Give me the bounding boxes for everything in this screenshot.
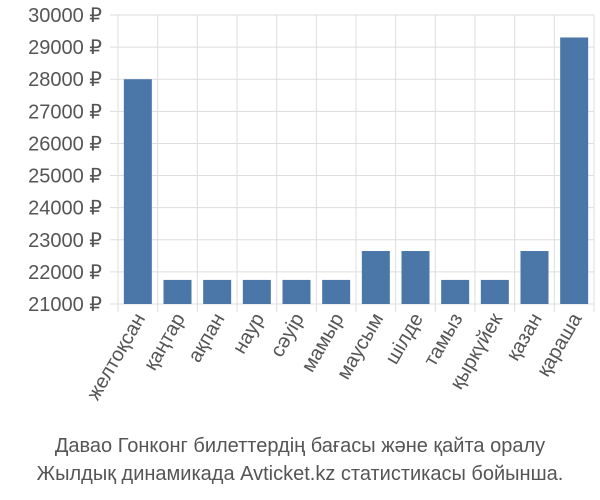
y-tick-label: 22000 ₽ [28,262,102,284]
grid-lines [110,14,595,312]
bar-маусым [361,251,390,304]
y-tick-label: 27000 ₽ [28,101,102,123]
bar-наур [242,279,271,304]
bar-тамыз [441,279,470,304]
y-tick-label: 29000 ₽ [28,37,102,59]
bar-сәуір [282,279,311,304]
chart-caption-line-1: Давао Гонконг билеттердің бағасы және қа… [54,435,546,457]
chart-caption-line-2: Жылдық динамикада Avticket.kz статистика… [36,463,564,485]
y-tick-label: 21000 ₽ [28,294,102,316]
bar-қазан [520,251,549,304]
y-tick-label: 30000 ₽ [28,5,102,27]
x-tick-label: желтоқсан [83,310,150,405]
y-tick-label: 24000 ₽ [28,198,102,220]
y-tick-label: 26000 ₽ [28,133,102,155]
bar-шілде [401,251,430,304]
price-bar-chart: 21000 ₽ 22000 ₽ 23000 ₽ 24000 ₽ 25000 ₽ 26000… [28,5,595,404]
bar-қыркүйек [480,279,509,304]
bar-желтоқсан [123,79,152,304]
bar-қаңтар [163,279,192,304]
x-tick-label: наур [229,310,269,358]
bars [123,37,589,304]
x-tick-label: сәуір [266,310,308,361]
bar-қараша [560,37,589,304]
bar-мамыр [322,279,351,304]
y-axis-ticks: 21000 ₽ 22000 ₽ 23000 ₽ 24000 ₽ 25000 ₽ 26000… [28,5,102,316]
y-tick-label: 25000 ₽ [28,166,102,188]
y-tick-label: 28000 ₽ [28,69,102,91]
x-tick-label: ақпан [184,310,229,367]
y-tick-label: 23000 ₽ [28,230,102,252]
bar-ақпан [203,279,232,304]
